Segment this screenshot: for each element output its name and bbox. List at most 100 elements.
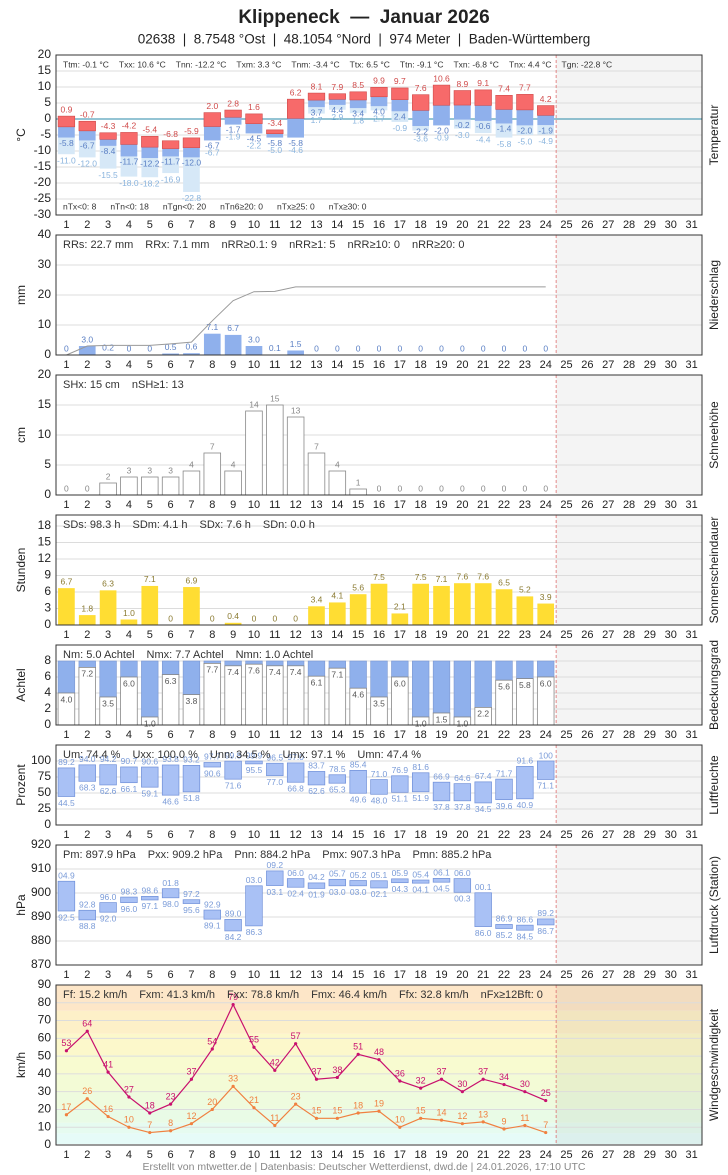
x-tick-label: 12 [290, 359, 302, 371]
value-label: 2.1 [394, 602, 406, 612]
value-label: 98.6 [142, 886, 159, 896]
stat: RRx: 7.1 mm [145, 239, 209, 251]
x-tick-label: 31 [685, 219, 697, 231]
x-tick-label: 19 [435, 729, 447, 741]
x-tick-label: 18 [415, 499, 427, 511]
value-label: 30 [520, 1079, 530, 1089]
value-label: 0.5 [165, 342, 177, 352]
bar-top [349, 660, 367, 689]
x-tick-label: 13 [310, 729, 322, 741]
x-tick-label: 2 [84, 499, 90, 511]
x-tick-label: 18 [415, 359, 427, 371]
x-tick-label: 8 [209, 219, 215, 231]
value-label: 4 [335, 459, 340, 469]
y-tick-label: 75 [38, 769, 52, 783]
value-label: 99.8 [225, 750, 242, 760]
x-tick-label: 10 [248, 219, 260, 231]
y-tick-label: 0 [44, 487, 51, 501]
value-label: -11.7 [120, 157, 139, 167]
tx-bar [328, 93, 346, 100]
value-label: -0.7 [80, 109, 95, 119]
value-label: 2.4 [394, 112, 406, 122]
value-label: -4.4 [476, 134, 491, 144]
y-tick-label: 890 [31, 909, 51, 923]
tx-bar [120, 132, 138, 145]
value-label: 3 [127, 465, 132, 475]
x-tick-label: 8 [209, 359, 215, 371]
x-tick-label: 4 [126, 729, 132, 741]
value-label: 18 [353, 1100, 363, 1110]
value-label: 7.6 [248, 665, 260, 675]
tx-bar [307, 92, 326, 101]
value-label: 51.1 [392, 794, 409, 804]
plot-frame [55, 644, 703, 726]
tx-bar [161, 140, 180, 149]
value-label: 39.6 [496, 801, 513, 811]
x-tick-label: 2 [84, 829, 90, 841]
x-tick-label: 18 [415, 219, 427, 231]
tg-bar [474, 120, 492, 134]
bar [99, 482, 117, 496]
value-label: 0 [543, 483, 548, 493]
value-label: -11.7 [161, 157, 180, 167]
value-label: 66.1 [121, 784, 138, 794]
y-axis-label: mm [14, 285, 28, 305]
value-label: 42 [270, 1058, 280, 1068]
range-bar [57, 880, 76, 912]
x-tick-label: 7 [188, 829, 194, 841]
x-tick-label: 16 [373, 1149, 385, 1161]
bar [203, 333, 221, 355]
x-tick-label: 8 [209, 629, 215, 641]
value-label: 44.5 [58, 798, 75, 808]
bar [245, 410, 263, 496]
x-tick-label: 17 [394, 359, 406, 371]
x-tick-label: 1 [63, 729, 69, 741]
value-label: 3.7 [311, 107, 323, 117]
bar [370, 583, 388, 625]
bar [391, 613, 409, 625]
bar [161, 476, 180, 496]
x-tick-label: 19 [435, 629, 447, 641]
tx-bar [516, 94, 534, 111]
value-label: 7 [210, 441, 215, 451]
value-label: 51 [353, 1042, 363, 1052]
range-bar [57, 767, 76, 797]
value-label: 0 [356, 343, 361, 353]
value-label: 2 [106, 471, 111, 481]
stat: Nmn: 1.0 Achtel [236, 649, 314, 661]
x-tick-label: 11 [269, 829, 280, 841]
value-label: 9.9 [373, 76, 385, 86]
x-tick-label: 6 [168, 629, 174, 641]
x-tick-label: 25 [560, 499, 572, 511]
value-label: 6.5 [498, 578, 510, 588]
value-label: 2.7 [373, 113, 385, 123]
value-label: 9.1 [477, 78, 489, 88]
bar [99, 590, 117, 625]
value-label: -8.4 [101, 146, 116, 156]
stat: nTx≥30: 0 [329, 201, 367, 211]
x-tick-label: 27 [602, 829, 614, 841]
value-label: 3.0 [248, 334, 260, 344]
value-label: 7.1 [206, 322, 218, 332]
x-tick-label: 22 [498, 1149, 510, 1161]
value-label: -0.9 [434, 133, 449, 143]
value-label: 96.0 [121, 904, 138, 914]
x-tick-label: 23 [519, 219, 531, 231]
value-label: -6.8 [163, 129, 178, 139]
value-label: 84.2 [225, 932, 242, 942]
x-tick-label: 30 [665, 219, 677, 231]
tx-bar [203, 112, 221, 127]
bar [307, 452, 326, 496]
x-tick-label: 25 [560, 829, 572, 841]
x-tick-label: 31 [685, 829, 697, 841]
series-line [66, 1085, 546, 1134]
stat: SDm: 4.1 h [132, 519, 187, 531]
stat: nFx≥12Bft: 0 [481, 989, 543, 1001]
y-tick-label: 20 [38, 47, 52, 61]
tn-bar [120, 144, 138, 157]
stat: Tnm: -3.4 °C [291, 59, 339, 69]
value-label: -0.9 [393, 123, 408, 133]
bar-top [78, 660, 96, 668]
value-label: 6.3 [102, 579, 114, 589]
bar [224, 334, 242, 355]
